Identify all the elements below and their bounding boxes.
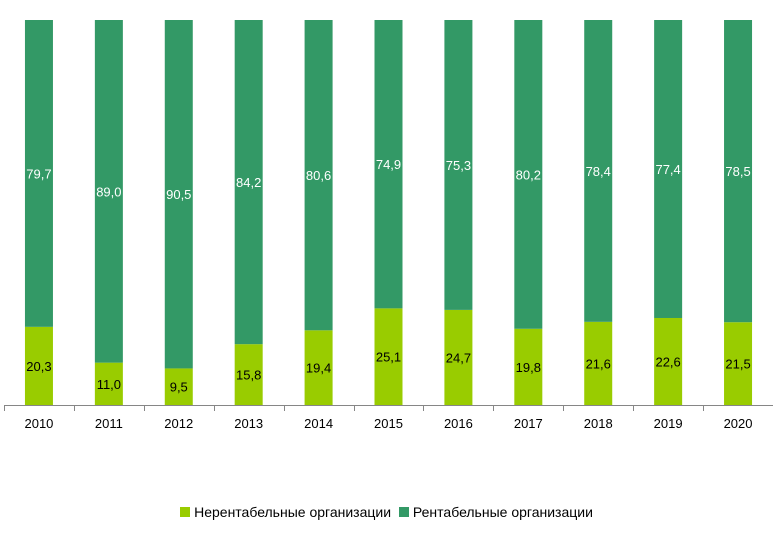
x-tick-label-2012: 2012 bbox=[164, 416, 193, 431]
bar-unprofitable-2010 bbox=[24, 326, 53, 405]
data-label-profitable-2020: 78,5 bbox=[725, 164, 750, 179]
legend-item-unprofitable: Нерентабельные организации bbox=[180, 504, 391, 520]
data-label-unprofitable-2015: 25,1 bbox=[376, 350, 401, 365]
legend-label-profitable: Рентабельные организации bbox=[412, 504, 593, 520]
legend: Нерентабельные организации Рентабельные … bbox=[0, 504, 773, 520]
x-tick-label-2016: 2016 bbox=[444, 416, 473, 431]
data-label-profitable-2017: 80,2 bbox=[516, 167, 541, 182]
data-label-unprofitable-2016: 24,7 bbox=[446, 350, 471, 365]
data-label-unprofitable-2013: 15,8 bbox=[236, 368, 261, 383]
bar-profitable-2011 bbox=[94, 20, 123, 363]
data-label-unprofitable-2010: 20,3 bbox=[26, 359, 51, 374]
bar-unprofitable-2019 bbox=[654, 317, 683, 405]
data-label-profitable-2015: 74,9 bbox=[376, 157, 401, 172]
bars-group: 20,3 79,7 11,0 89,0 9,5 90,5 15,8 84,2 19,4 80,6 2… bbox=[24, 20, 753, 405]
x-axis: 2010 2011 2012 2013 2014 2015 2016 2017 2018 2019… bbox=[4, 405, 773, 431]
bar-unprofitable-2016 bbox=[444, 309, 473, 405]
x-tick-label-2020: 2020 bbox=[724, 416, 753, 431]
data-label-unprofitable-2020: 21,5 bbox=[725, 357, 750, 372]
legend-item-profitable: Рентабельные организации bbox=[398, 504, 593, 520]
bar-unprofitable-2012 bbox=[164, 368, 193, 405]
data-label-profitable-2016: 75,3 bbox=[446, 158, 471, 173]
x-tick-label-2011: 2011 bbox=[95, 416, 123, 431]
bar-profitable-2015 bbox=[374, 20, 403, 309]
bar-unprofitable-2015 bbox=[374, 308, 403, 405]
data-label-unprofitable-2017: 19,8 bbox=[516, 360, 541, 375]
bar-profitable-2018 bbox=[584, 20, 613, 322]
data-label-profitable-2014: 80,6 bbox=[306, 168, 331, 183]
data-label-unprofitable-2019: 22,6 bbox=[655, 354, 680, 369]
x-tick-label-2018: 2018 bbox=[584, 416, 613, 431]
data-label-profitable-2011: 89,0 bbox=[96, 184, 121, 199]
x-tick-label-2019: 2019 bbox=[654, 416, 683, 431]
x-tick-label-2014: 2014 bbox=[304, 416, 333, 431]
bar-unprofitable-2011 bbox=[94, 362, 123, 405]
bar-profitable-2012 bbox=[164, 20, 193, 369]
x-tick-label-2013: 2013 bbox=[234, 416, 263, 431]
bar-profitable-2017 bbox=[514, 20, 543, 329]
x-tick-label-2010: 2010 bbox=[24, 416, 53, 431]
bar-profitable-2014 bbox=[304, 20, 333, 331]
data-label-profitable-2012: 90,5 bbox=[166, 187, 191, 202]
legend-swatch-profitable bbox=[398, 507, 409, 517]
bar-unprofitable-2013 bbox=[234, 344, 263, 405]
legend-swatch-unprofitable bbox=[180, 507, 191, 517]
bar-profitable-2010 bbox=[24, 20, 53, 327]
bar-profitable-2019 bbox=[654, 20, 683, 318]
bar-unprofitable-2014 bbox=[304, 330, 333, 405]
bar-profitable-2013 bbox=[234, 20, 263, 345]
x-tick-label-2017: 2017 bbox=[514, 416, 543, 431]
data-label-unprofitable-2014: 19,4 bbox=[306, 361, 331, 376]
bar-unprofitable-2020 bbox=[724, 322, 753, 405]
data-label-profitable-2018: 78,4 bbox=[586, 164, 611, 179]
data-label-profitable-2019: 77,4 bbox=[655, 162, 680, 177]
bar-profitable-2016 bbox=[444, 20, 473, 310]
data-label-unprofitable-2018: 21,6 bbox=[586, 356, 611, 371]
legend-label-unprofitable: Нерентабельные организации bbox=[194, 504, 392, 520]
x-tick-label-2015: 2015 bbox=[374, 416, 403, 431]
data-label-profitable-2010: 79,7 bbox=[26, 166, 51, 181]
bar-profitable-2020 bbox=[724, 20, 753, 323]
bar-unprofitable-2017 bbox=[514, 328, 543, 405]
data-label-unprofitable-2012: 9,5 bbox=[170, 380, 188, 395]
data-label-profitable-2013: 84,2 bbox=[236, 175, 261, 190]
bar-unprofitable-2018 bbox=[584, 321, 613, 405]
data-label-unprofitable-2011: 11,0 bbox=[97, 377, 121, 392]
